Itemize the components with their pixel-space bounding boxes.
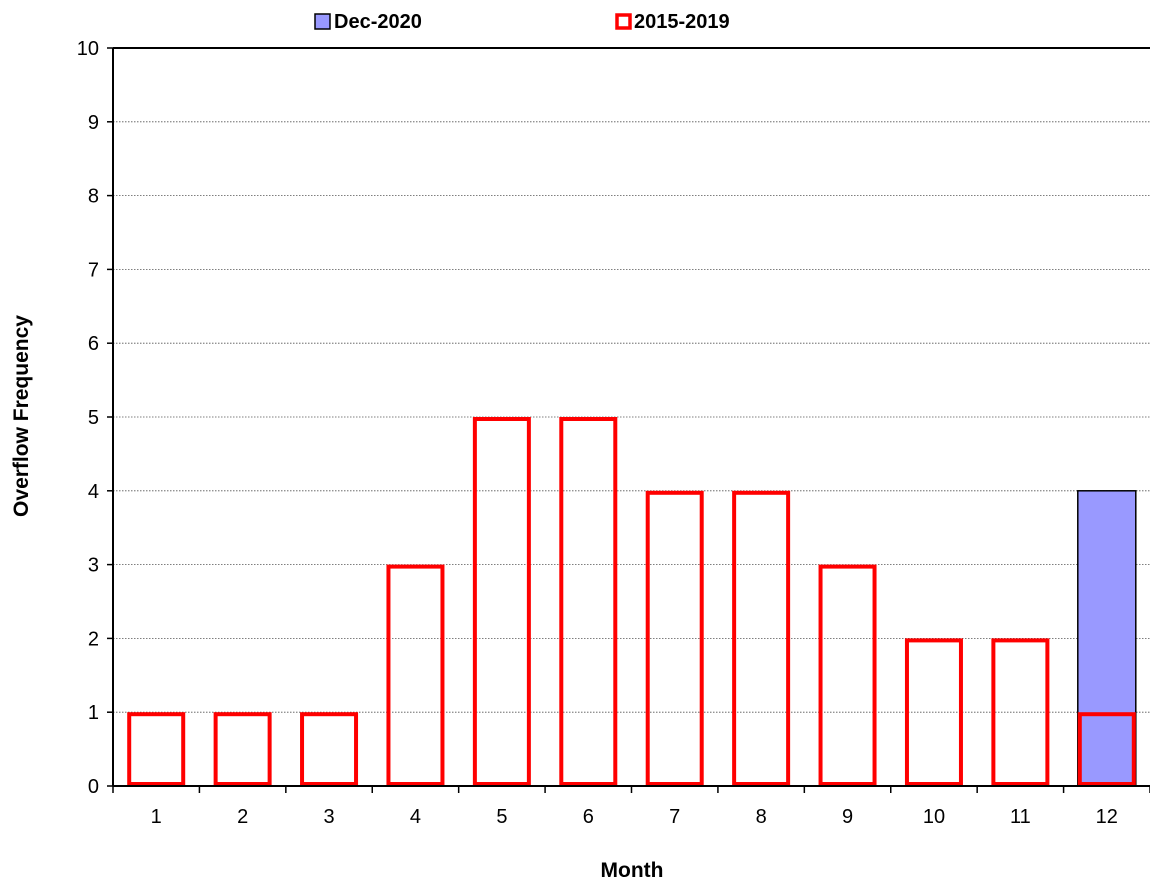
legend-item-dec-2020: Dec-2020	[314, 11, 422, 33]
x-tick-label-3: 3	[323, 806, 334, 828]
bar-dec-2020-12	[1077, 490, 1137, 787]
bar-2015-2019-8	[732, 490, 791, 786]
x-tick-label-8: 8	[756, 806, 767, 828]
x-tick-label-5: 5	[496, 806, 507, 828]
y-tick-label-9: 9	[88, 112, 99, 134]
y-tick-label-1: 1	[88, 702, 99, 724]
bar-2015-2019-1	[127, 712, 186, 787]
x-tick-label-6: 6	[583, 806, 594, 828]
bars	[127, 417, 1137, 787]
x-tick-label-7: 7	[669, 806, 680, 828]
bar-2015-2019-2	[213, 712, 272, 787]
y-tick-label-6: 6	[88, 333, 99, 355]
y-axis-title: Overflow Frequency	[10, 315, 33, 517]
bar-2015-2019-5	[472, 417, 531, 786]
y-tick-label-7: 7	[88, 259, 99, 281]
bar-2015-2019-4	[386, 564, 445, 786]
y-tick-label-10: 10	[77, 38, 99, 60]
legend-label-dec-2020: Dec-2020	[334, 11, 422, 33]
y-tick-label-2: 2	[88, 628, 99, 650]
x-axis-title: Month	[601, 859, 664, 882]
legend-swatch-2015-2019	[615, 13, 632, 30]
y-tick-label-3: 3	[88, 555, 99, 577]
x-tick-label-4: 4	[410, 806, 421, 828]
x-tick-label-10: 10	[923, 806, 945, 828]
x-tick-label-1: 1	[151, 806, 162, 828]
bar-2015-2019-11	[991, 638, 1050, 787]
x-tick-label-2: 2	[237, 806, 248, 828]
bar-2015-2019-7	[645, 490, 704, 786]
bar-2015-2019-6	[559, 417, 618, 786]
legend-label-2015-2019: 2015-2019	[634, 11, 730, 33]
bar-2015-2019-9	[818, 564, 877, 786]
x-tick-label-11: 11	[1010, 806, 1031, 828]
y-tick-label-0: 0	[88, 776, 99, 798]
legend-item-2015-2019: 2015-2019	[615, 11, 730, 33]
x-tick-label-12: 12	[1096, 806, 1118, 828]
y-tick-label-8: 8	[88, 186, 99, 208]
legend-swatch-dec-2020	[314, 13, 331, 30]
x-tick-label-9: 9	[842, 806, 853, 828]
bar-2015-2019-12	[1077, 712, 1136, 787]
bar-2015-2019-3	[300, 712, 359, 787]
bar-2015-2019-10	[904, 638, 963, 787]
y-tick-label-5: 5	[88, 407, 99, 429]
legend: Dec-2020 2015-2019	[314, 11, 730, 33]
y-tick-label-4: 4	[88, 481, 99, 503]
gridlines	[113, 47, 1150, 713]
axes	[107, 47, 1150, 793]
